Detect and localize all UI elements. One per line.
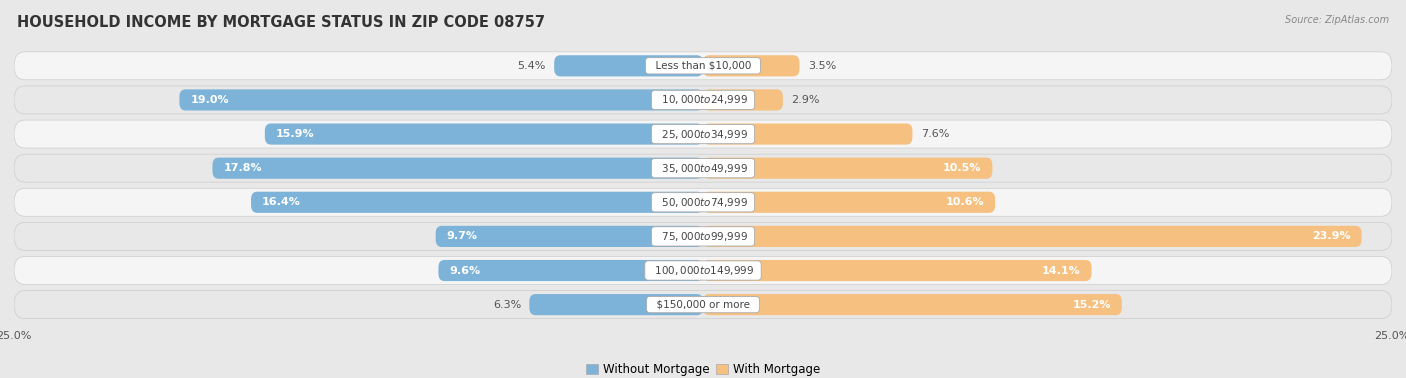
Text: Less than $10,000: Less than $10,000	[648, 61, 758, 71]
FancyBboxPatch shape	[439, 260, 703, 281]
FancyBboxPatch shape	[436, 226, 703, 247]
Text: 10.5%: 10.5%	[943, 163, 981, 173]
Text: 9.7%: 9.7%	[447, 231, 478, 242]
FancyBboxPatch shape	[252, 192, 703, 213]
Text: 16.4%: 16.4%	[262, 197, 301, 207]
Text: $50,000 to $74,999: $50,000 to $74,999	[655, 196, 751, 209]
FancyBboxPatch shape	[703, 158, 993, 179]
FancyBboxPatch shape	[14, 154, 1392, 182]
FancyBboxPatch shape	[554, 55, 703, 76]
FancyBboxPatch shape	[212, 158, 703, 179]
FancyBboxPatch shape	[14, 257, 1392, 285]
Text: 7.6%: 7.6%	[921, 129, 949, 139]
FancyBboxPatch shape	[14, 188, 1392, 216]
FancyBboxPatch shape	[264, 124, 703, 145]
FancyBboxPatch shape	[703, 294, 1122, 315]
FancyBboxPatch shape	[14, 52, 1392, 80]
Text: HOUSEHOLD INCOME BY MORTGAGE STATUS IN ZIP CODE 08757: HOUSEHOLD INCOME BY MORTGAGE STATUS IN Z…	[17, 15, 546, 30]
Text: 19.0%: 19.0%	[190, 95, 229, 105]
FancyBboxPatch shape	[703, 260, 1091, 281]
FancyBboxPatch shape	[530, 294, 703, 315]
Legend: Without Mortgage, With Mortgage: Without Mortgage, With Mortgage	[581, 358, 825, 378]
Text: 2.9%: 2.9%	[792, 95, 820, 105]
FancyBboxPatch shape	[14, 291, 1392, 319]
Text: $150,000 or more: $150,000 or more	[650, 300, 756, 310]
FancyBboxPatch shape	[703, 124, 912, 145]
Text: Source: ZipAtlas.com: Source: ZipAtlas.com	[1285, 15, 1389, 25]
Text: 15.9%: 15.9%	[276, 129, 315, 139]
FancyBboxPatch shape	[180, 89, 703, 110]
FancyBboxPatch shape	[703, 226, 1361, 247]
Text: $35,000 to $49,999: $35,000 to $49,999	[655, 162, 751, 175]
FancyBboxPatch shape	[14, 86, 1392, 114]
Text: 5.4%: 5.4%	[517, 61, 546, 71]
Text: $75,000 to $99,999: $75,000 to $99,999	[655, 230, 751, 243]
Text: 23.9%: 23.9%	[1312, 231, 1351, 242]
FancyBboxPatch shape	[703, 55, 800, 76]
FancyBboxPatch shape	[14, 222, 1392, 250]
Text: 14.1%: 14.1%	[1042, 265, 1081, 276]
Text: 10.6%: 10.6%	[945, 197, 984, 207]
Text: $100,000 to $149,999: $100,000 to $149,999	[648, 264, 758, 277]
FancyBboxPatch shape	[14, 120, 1392, 148]
FancyBboxPatch shape	[703, 192, 995, 213]
Text: 9.6%: 9.6%	[450, 265, 481, 276]
Text: 17.8%: 17.8%	[224, 163, 262, 173]
Text: 6.3%: 6.3%	[494, 300, 522, 310]
Text: $25,000 to $34,999: $25,000 to $34,999	[655, 127, 751, 141]
Text: 3.5%: 3.5%	[807, 61, 837, 71]
Text: 15.2%: 15.2%	[1073, 300, 1111, 310]
Text: $10,000 to $24,999: $10,000 to $24,999	[655, 93, 751, 107]
FancyBboxPatch shape	[703, 89, 783, 110]
